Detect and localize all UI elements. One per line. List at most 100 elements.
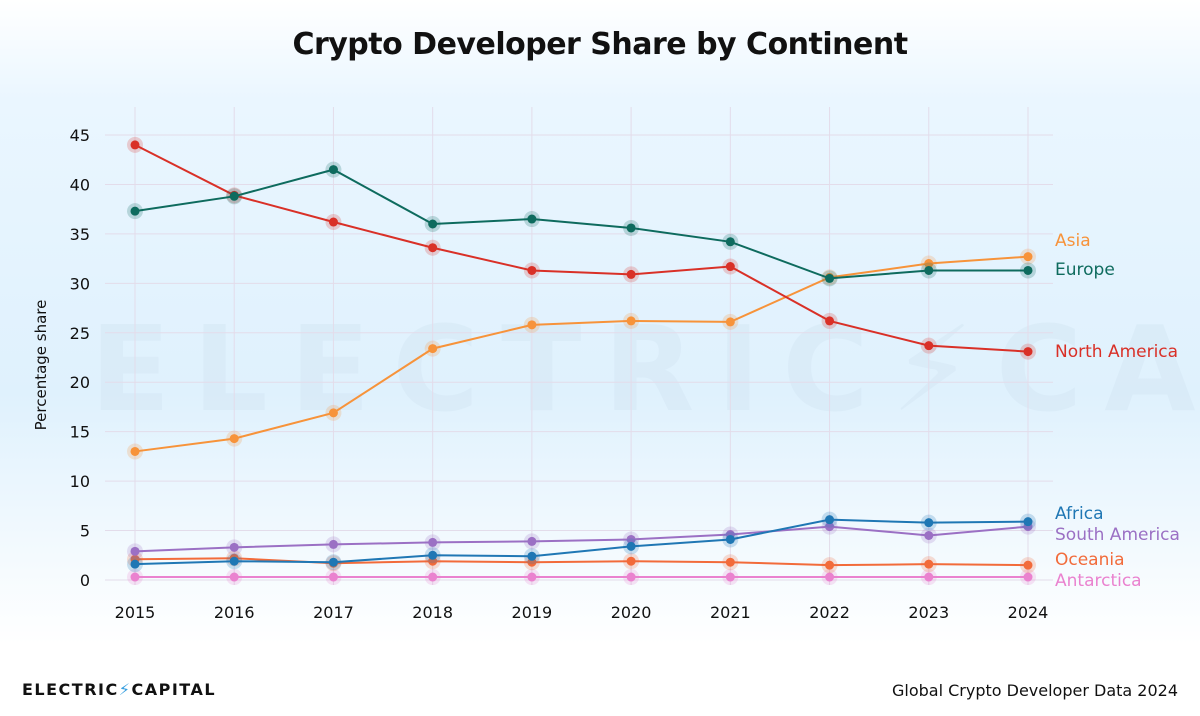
series-label: Oceania (1055, 550, 1125, 570)
data-point (328, 217, 338, 227)
series-label: Asia (1055, 231, 1091, 251)
data-point (229, 556, 239, 566)
data-point (428, 537, 438, 547)
brand-logo: ELECTRIC⚡CAPITAL (22, 680, 216, 699)
y-tick-label: 25 (70, 324, 90, 343)
series-africa (127, 511, 1036, 573)
data-point (924, 265, 934, 275)
series-label: South America (1055, 525, 1180, 545)
data-point (1023, 265, 1033, 275)
brand-bolt-icon: ⚡ (118, 680, 132, 699)
data-point (924, 518, 934, 528)
data-point (428, 243, 438, 253)
data-point (328, 539, 338, 549)
data-point (328, 557, 338, 567)
data-point (130, 572, 140, 582)
data-point (725, 572, 735, 582)
y-tick-label: 45 (70, 126, 90, 145)
data-point (130, 140, 140, 150)
data-point (527, 320, 537, 330)
x-tick-label: 2017 (313, 603, 354, 622)
series-asia (127, 248, 1036, 460)
series-line (134, 143, 1029, 353)
data-point (725, 262, 735, 272)
data-point (1023, 517, 1033, 527)
series-south-america (127, 518, 1036, 560)
data-point (825, 316, 835, 326)
data-point (725, 534, 735, 544)
y-tick-label: 40 (70, 175, 90, 194)
data-point (527, 265, 537, 275)
y-tick-label: 35 (70, 225, 90, 244)
data-point (229, 434, 239, 444)
data-point (825, 522, 835, 532)
data-point (725, 317, 735, 327)
data-point (428, 344, 438, 354)
data-point (130, 546, 140, 556)
data-point (825, 572, 835, 582)
data-point (626, 269, 636, 279)
data-point (229, 572, 239, 582)
data-point (328, 408, 338, 418)
data-point (825, 273, 835, 283)
data-point (626, 572, 636, 582)
data-point (825, 560, 835, 570)
series-line (134, 518, 1029, 566)
series-label: Africa (1055, 504, 1104, 524)
x-tick-label: 2023 (908, 603, 949, 622)
data-point (428, 219, 438, 229)
data-point (1023, 560, 1033, 570)
brand-left: ELECTRIC (22, 680, 119, 699)
data-point (626, 223, 636, 233)
series-label: Antarctica (1055, 571, 1142, 591)
series-line (134, 168, 1028, 280)
data-point (626, 534, 636, 544)
brand-right: CAPITAL (131, 680, 217, 699)
x-tick-label: 2016 (214, 603, 255, 622)
series-lines (127, 136, 1036, 586)
data-point (1023, 572, 1033, 582)
data-point (924, 531, 934, 540)
data-point (130, 206, 140, 216)
y-tick-label: 5 (80, 522, 90, 541)
data-point (328, 572, 338, 582)
y-tick-label: 20 (70, 373, 90, 392)
data-point (527, 572, 537, 582)
series-line (134, 255, 1029, 453)
x-tick-label: 2022 (809, 603, 850, 622)
series-label: Europe (1055, 260, 1115, 280)
series-north-america (127, 136, 1036, 360)
x-axis-ticks: 2015 2016 2017 2018 2019 2020 2021 2022 2023 2024 (115, 603, 1049, 622)
x-tick-label: 2020 (611, 603, 652, 622)
data-point (527, 551, 537, 561)
y-tick-label: 15 (70, 423, 90, 442)
x-tick-label: 2021 (710, 603, 751, 622)
data-point (1023, 252, 1033, 262)
y-axis-title: Percentage share (32, 300, 50, 431)
series-antarctica (127, 569, 1036, 586)
y-tick-label: 30 (70, 274, 90, 293)
data-point (725, 237, 735, 247)
data-point (428, 550, 438, 560)
series-line (134, 525, 1029, 553)
y-axis-ticks: 0 5 10 15 20 25 30 35 40 45 (70, 126, 90, 590)
y-tick-label: 0 (80, 571, 90, 590)
data-point (725, 557, 735, 567)
data-point (626, 541, 636, 551)
series-label: North America (1055, 342, 1178, 362)
data-point (825, 515, 835, 525)
data-point (924, 572, 934, 582)
data-point (229, 542, 239, 552)
data-point (527, 214, 537, 224)
data-point (130, 559, 140, 569)
x-tick-label: 2015 (115, 603, 156, 622)
data-point (1023, 347, 1033, 357)
data-point (428, 572, 438, 582)
source-note: Global Crypto Developer Data 2024 (891, 681, 1178, 700)
data-point (924, 559, 934, 569)
x-tick-label: 2024 (1008, 603, 1049, 622)
x-tick-label: 2019 (512, 603, 553, 622)
data-point (626, 316, 636, 326)
